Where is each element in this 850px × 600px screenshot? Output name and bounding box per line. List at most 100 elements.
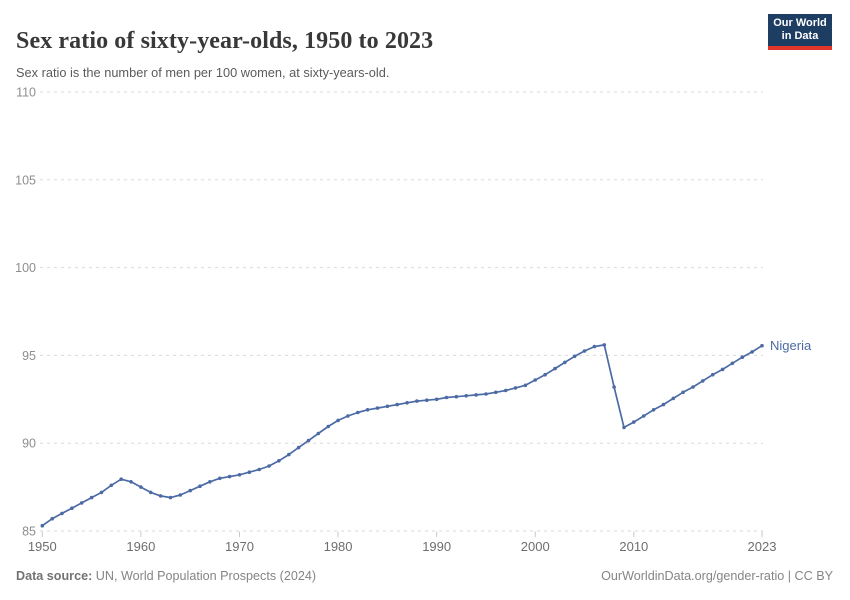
data-point [464, 394, 469, 398]
data-point [415, 399, 419, 403]
x-axis-tick-label: 1980 [324, 539, 353, 554]
data-point [188, 488, 192, 493]
data-point [632, 420, 636, 424]
data-point [356, 410, 360, 415]
data-point [316, 431, 321, 436]
y-axis-tick-label: 95 [22, 349, 36, 363]
owid-logo-red-bar [768, 46, 832, 50]
data-point [129, 480, 133, 484]
data-point [365, 408, 370, 412]
data-point [651, 408, 656, 412]
x-axis-tick-label: 1950 [28, 539, 57, 554]
data-point [740, 355, 745, 360]
data-point [168, 495, 173, 500]
data-point [296, 445, 301, 450]
data-point [484, 392, 488, 396]
data-point [701, 379, 705, 383]
data-point [444, 395, 449, 400]
data-point [592, 344, 597, 349]
data-point [306, 438, 311, 443]
credit-link[interactable]: OurWorldinData.org/gender-ratio | CC BY [601, 569, 833, 583]
data-point [208, 480, 212, 484]
data-point [503, 388, 508, 393]
chart-subtitle: Sex ratio is the number of men per 100 w… [16, 64, 390, 80]
data-point [70, 506, 74, 511]
data-point [494, 390, 498, 395]
data-point [267, 464, 271, 468]
data-point [750, 350, 754, 354]
data-point [89, 495, 94, 500]
x-axis-tick-label: 1970 [225, 539, 254, 554]
data-point [720, 367, 725, 372]
data-point [671, 396, 676, 401]
data-point [395, 402, 400, 407]
data-point [582, 349, 587, 353]
data-point [247, 470, 252, 475]
data-point [454, 394, 459, 399]
data-point [40, 523, 45, 528]
data-point [385, 404, 390, 409]
data-point [50, 516, 54, 521]
data-point [99, 490, 104, 495]
data-point [218, 476, 222, 481]
data-source: Data source: UN, World Population Prospe… [16, 569, 316, 583]
x-axis-tick-label: 1960 [126, 539, 155, 554]
data-point [148, 490, 153, 495]
data-source-value: UN, World Population Prospects (2024) [92, 569, 317, 583]
data-point [513, 386, 518, 390]
data-point [533, 378, 537, 382]
x-axis-tick-label: 2023 [748, 539, 777, 554]
data-point [405, 401, 409, 405]
data-point [109, 483, 114, 488]
owid-logo-line2: in Data [781, 30, 819, 42]
data-point [257, 467, 262, 472]
owid-logo-line1: Our World [773, 17, 827, 29]
x-axis-tick-label: 1990 [422, 539, 451, 554]
data-point [326, 424, 331, 429]
data-source-label: Data source: [16, 569, 93, 583]
data-point [661, 402, 666, 407]
data-point [287, 452, 291, 457]
data-point [681, 390, 685, 395]
data-point [553, 366, 557, 371]
x-axis-tick-label: 2000 [521, 539, 550, 554]
data-point [60, 511, 64, 516]
data-point [641, 414, 646, 418]
data-point [277, 459, 281, 463]
data-point [336, 418, 340, 423]
owid-logo-text: Our World in Data [768, 14, 832, 46]
data-point [602, 343, 607, 347]
data-point [543, 372, 547, 377]
chart-footer: Data source: UN, World Population Prospe… [16, 569, 833, 583]
x-axis-tick-label: 2010 [619, 539, 648, 554]
data-point [572, 354, 577, 359]
data-point [523, 383, 528, 388]
data-point [474, 393, 478, 397]
data-point [563, 360, 567, 365]
y-axis-tick-label: 85 [22, 525, 36, 539]
data-point [425, 398, 429, 403]
data-point [691, 385, 695, 389]
owid-logo[interactable]: Our World in Data [768, 14, 832, 50]
data-point [178, 493, 183, 497]
chart-title: Sex ratio of sixty-year-olds, 1950 to 20… [16, 28, 434, 55]
data-point [119, 477, 123, 482]
data-point [139, 485, 143, 489]
y-axis-tick-label: 90 [22, 437, 36, 451]
data-point [730, 361, 735, 366]
data-point [375, 406, 380, 410]
data-point [760, 343, 764, 348]
data-point [612, 385, 616, 389]
data-point [346, 414, 350, 418]
y-axis-tick-label: 110 [16, 86, 36, 100]
data-point [198, 484, 202, 489]
y-axis-tick-label: 100 [15, 261, 36, 275]
data-point [227, 474, 232, 479]
data-point [710, 372, 715, 377]
data-point [622, 425, 626, 430]
data-point [237, 473, 242, 477]
data-point [158, 494, 163, 498]
series-line [41, 344, 763, 527]
